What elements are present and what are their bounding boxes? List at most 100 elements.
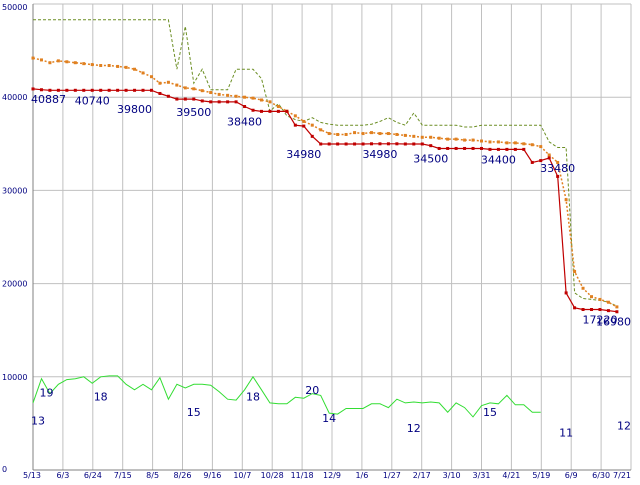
average-point [251, 96, 255, 100]
average-point [259, 98, 263, 102]
price-point [480, 146, 483, 150]
price-point [556, 174, 560, 178]
average-point [90, 63, 94, 67]
price-point [107, 88, 111, 92]
data-label: 34500 [413, 152, 448, 165]
average-point [336, 132, 340, 136]
y-tick-label: 20000 [2, 280, 27, 289]
price-point [73, 88, 77, 92]
price-point [226, 100, 230, 104]
x-tick-label: 4/21 [502, 471, 520, 480]
data-label: 18 [94, 390, 108, 403]
average-point [564, 198, 568, 202]
price-point [133, 88, 137, 92]
price-point [319, 142, 323, 146]
average-point [192, 87, 196, 91]
price-point [513, 147, 517, 151]
y-tick-label: 10000 [2, 373, 27, 382]
price-point [547, 156, 551, 160]
data-label: 13 [31, 415, 45, 428]
average-point [82, 62, 86, 66]
price-point [192, 97, 196, 101]
data-label: 39500 [176, 106, 211, 119]
average-point [530, 143, 534, 147]
average-point [615, 305, 619, 309]
x-tick-label: 6/3 [56, 471, 69, 480]
price-point [386, 142, 390, 146]
data-label: 19 [39, 387, 53, 400]
x-tick-label: 5/19 [532, 471, 550, 480]
price-point [539, 159, 543, 163]
price-point [82, 88, 86, 92]
data-label: 18 [246, 390, 260, 403]
average-point [276, 105, 280, 109]
average-point [395, 132, 399, 136]
data-labels: 40887 40740 39800 39500 38480 34980 34980 34500… [31, 93, 631, 440]
x-tick-label: 1/6 [355, 471, 368, 480]
price-point [606, 309, 610, 313]
price-point [276, 109, 280, 113]
price-point [48, 88, 52, 92]
average-point [107, 64, 111, 68]
average-point [293, 114, 297, 118]
price-point [116, 88, 120, 92]
price-point [243, 105, 247, 109]
average-point [183, 86, 187, 90]
price-point [353, 142, 357, 146]
average-point [200, 89, 204, 93]
price-point [437, 146, 441, 150]
price-point [90, 88, 94, 92]
x-tick-label: 10/7 [233, 471, 251, 480]
price-point [336, 142, 340, 146]
x-tick-label: 2/17 [413, 471, 431, 480]
data-label: 17220 [582, 314, 617, 327]
x-tick-label: 6/24 [84, 471, 102, 480]
price-point [530, 160, 534, 164]
price-point [429, 144, 433, 148]
x-tick-label: 11/18 [291, 471, 314, 480]
price-point [183, 97, 187, 101]
average-point [539, 145, 543, 149]
y-tick-label: 30000 [2, 186, 27, 195]
price-point [200, 99, 204, 103]
average-point [48, 61, 52, 65]
price-point [149, 88, 153, 92]
price-point [361, 142, 365, 146]
average-point [522, 142, 526, 146]
price-point [56, 88, 60, 92]
price-point [285, 109, 289, 113]
x-tick-label: 3/10 [443, 471, 461, 480]
average-point [56, 59, 60, 63]
price-point [378, 142, 382, 146]
average-point [412, 134, 416, 138]
price-point [268, 109, 272, 113]
average-point [175, 83, 179, 87]
average-point [268, 100, 272, 104]
price-point [564, 291, 568, 295]
average-point [99, 64, 103, 68]
price-point [522, 147, 526, 151]
price-point [141, 88, 145, 92]
price-point [598, 308, 602, 312]
average-point [505, 141, 509, 145]
data-label: 34400 [481, 153, 516, 166]
x-tick-label: 6/9 [565, 471, 578, 480]
data-label: 34980 [286, 148, 321, 161]
average-point [124, 65, 128, 69]
y-tick-label: 40000 [2, 93, 27, 102]
average-point [353, 131, 357, 135]
axis-tick-labels: 0 10000 20000 30000 40000 50000 5/13 6/3 6/24 7/1… [2, 3, 631, 480]
y-tick-label: 50000 [2, 3, 27, 12]
average-point [234, 94, 238, 98]
price-point [454, 146, 458, 150]
average-point [581, 286, 585, 290]
series-line-high [33, 19, 618, 307]
average-point [446, 137, 450, 141]
data-label: 40740 [75, 94, 110, 107]
average-point [133, 67, 137, 71]
average-point [166, 80, 170, 84]
average-point [496, 140, 500, 144]
data-label: 15 [483, 406, 497, 419]
average-point [65, 60, 69, 64]
price-point [310, 134, 314, 138]
